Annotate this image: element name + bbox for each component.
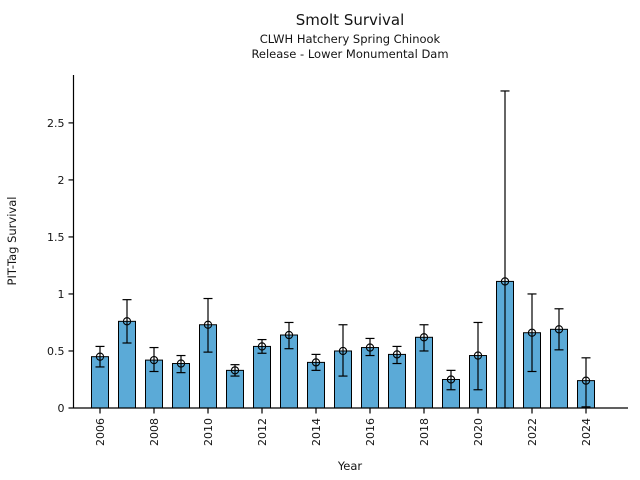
point-marker-2011 — [230, 366, 240, 375]
x-tick-label-2024: 2024 — [580, 418, 593, 446]
chart-title: Smolt Survival — [296, 11, 405, 29]
y-tick-label-2.5: 2.5 — [47, 117, 65, 130]
point-marker-2009 — [176, 359, 186, 368]
y-axis-label: PIT-Tag Survival — [5, 197, 19, 286]
x-tick-label-2020: 2020 — [472, 418, 485, 446]
point-marker-2022 — [527, 328, 537, 337]
x-tick-label-2010: 2010 — [202, 418, 215, 446]
point-marker-2013 — [284, 330, 294, 340]
point-marker-2008 — [149, 355, 159, 365]
point-marker-2019 — [446, 375, 456, 384]
point-marker-2010 — [203, 320, 213, 329]
point-marker-2024 — [581, 376, 591, 385]
x-tick-label-2008: 2008 — [148, 418, 161, 446]
y-tick-label-1.5: 1.5 — [47, 231, 65, 244]
point-marker-2018 — [419, 333, 429, 342]
y-tick-label-0.5: 0.5 — [47, 345, 65, 358]
x-tick-label-2012: 2012 — [256, 418, 269, 446]
x-tick-label-2022: 2022 — [526, 418, 539, 446]
point-marker-2015 — [338, 346, 348, 356]
x-axis-label: Year — [337, 459, 363, 473]
point-marker-2006 — [95, 352, 105, 361]
x-tick-label-2018: 2018 — [418, 418, 431, 446]
point-marker-2017 — [392, 350, 402, 359]
y-tick-label-1: 1 — [58, 288, 65, 301]
bar-2012 — [253, 345, 271, 409]
chart-subtitle-line2: Release - Lower Monumental Dam — [251, 47, 448, 61]
point-marker-2012 — [257, 342, 267, 351]
point-marker-2007 — [122, 317, 132, 326]
point-marker-2016 — [365, 343, 375, 352]
bar-2016 — [361, 347, 379, 409]
point-marker-2021 — [500, 277, 510, 286]
point-marker-2014 — [311, 358, 321, 367]
y-tick-label-2: 2 — [58, 174, 65, 187]
x-tick-label-2016: 2016 — [364, 418, 377, 446]
plot-dynamic-content: 0 0.5 1 1.5 2 2.5 2006 2008 2010 2012 2014 2016 2018… — [47, 75, 628, 446]
y-tick-label-0: 0 — [58, 402, 65, 415]
point-marker-2023 — [554, 325, 564, 334]
x-tick-label-2014: 2014 — [310, 418, 323, 446]
chart-subtitle-line1: CLWH Hatchery Spring Chinook — [260, 32, 441, 46]
point-marker-2020 — [473, 351, 483, 360]
x-tick-label-2006: 2006 — [94, 418, 107, 446]
